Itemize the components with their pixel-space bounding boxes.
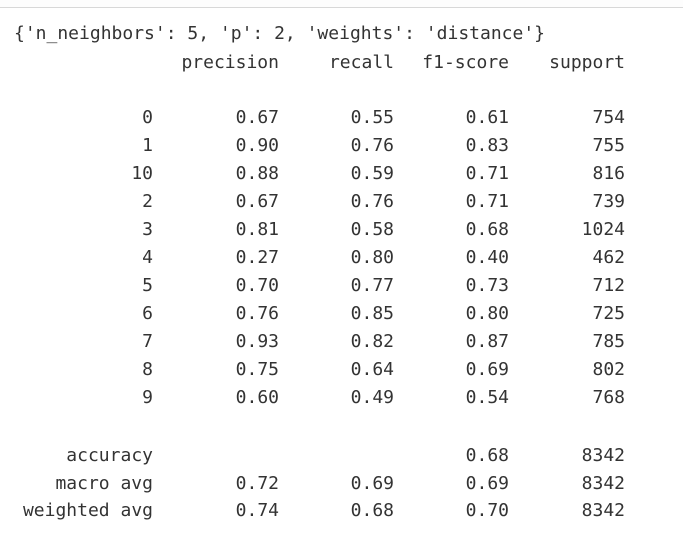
best-params-text: {'n_neighbors': 5, 'p': 2, 'weights': 'd… (14, 23, 546, 44)
recall-value: 0.59 (350, 163, 394, 184)
support-value: 755 (592, 135, 625, 156)
precision-value: 0.67 (235, 191, 279, 212)
support-value: 462 (592, 247, 625, 268)
precision-value: 0.75 (235, 359, 279, 380)
recall-value: 0.85 (350, 303, 394, 324)
header-recall: recall (328, 52, 394, 73)
support-value: 802 (592, 359, 625, 380)
recall-value: 0.76 (350, 135, 394, 156)
header-support: support (549, 52, 625, 73)
f1-score-value: 0.71 (465, 163, 509, 184)
header-precision: precision (181, 52, 279, 73)
row-label: 2 (142, 191, 153, 212)
precision-value: 0.93 (235, 331, 279, 352)
support-value: 754 (592, 107, 625, 128)
row-label: 6 (142, 303, 153, 324)
f1-score-value: 0.68 (465, 219, 509, 240)
row-label: macro avg (55, 473, 153, 494)
recall-value: 0.82 (350, 331, 394, 352)
support-value: 768 (592, 387, 625, 408)
row-label: 0 (142, 107, 153, 128)
row-label: 8 (142, 359, 153, 380)
precision-value: 0.72 (235, 473, 279, 494)
row-label: 1 (142, 135, 153, 156)
precision-value: 0.76 (235, 303, 279, 324)
f1-score-value: 0.69 (465, 473, 509, 494)
precision-value: 0.60 (235, 387, 279, 408)
precision-value: 0.27 (235, 247, 279, 268)
row-label: 5 (142, 275, 153, 296)
support-value: 785 (592, 331, 625, 352)
output-cell-top-border (0, 0, 683, 8)
row-label: accuracy (66, 445, 153, 466)
header-f1-score: f1-score (422, 52, 509, 73)
f1-score-value: 0.40 (465, 247, 509, 268)
row-label: 10 (131, 163, 153, 184)
recall-value: 0.55 (350, 107, 394, 128)
f1-score-value: 0.70 (465, 500, 509, 521)
f1-score-value: 0.83 (465, 135, 509, 156)
recall-value: 0.49 (350, 387, 394, 408)
recall-value: 0.80 (350, 247, 394, 268)
support-value: 1024 (581, 219, 625, 240)
f1-score-value: 0.71 (465, 191, 509, 212)
precision-value: 0.88 (235, 163, 279, 184)
recall-value: 0.76 (350, 191, 394, 212)
precision-value: 0.67 (235, 107, 279, 128)
f1-score-value: 0.80 (465, 303, 509, 324)
support-value: 712 (592, 275, 625, 296)
f1-score-value: 0.61 (465, 107, 509, 128)
support-value: 8342 (581, 445, 625, 466)
recall-value: 0.64 (350, 359, 394, 380)
precision-value: 0.70 (235, 275, 279, 296)
support-value: 739 (592, 191, 625, 212)
precision-value: 0.81 (235, 219, 279, 240)
row-label: 4 (142, 247, 153, 268)
precision-value: 0.74 (235, 500, 279, 521)
recall-value: 0.77 (350, 275, 394, 296)
f1-score-value: 0.69 (465, 359, 509, 380)
row-label: 9 (142, 387, 153, 408)
support-value: 8342 (581, 473, 625, 494)
f1-score-value: 0.87 (465, 331, 509, 352)
f1-score-value: 0.73 (465, 275, 509, 296)
row-label: 3 (142, 219, 153, 240)
f1-score-value: 0.54 (465, 387, 509, 408)
recall-value: 0.68 (350, 500, 394, 521)
support-value: 816 (592, 163, 625, 184)
support-value: 8342 (581, 500, 625, 521)
f1-score-value: 0.68 (465, 445, 509, 466)
row-label: 7 (142, 331, 153, 352)
recall-value: 0.69 (350, 473, 394, 494)
support-value: 725 (592, 303, 625, 324)
row-label: weighted avg (22, 500, 153, 521)
recall-value: 0.58 (350, 219, 394, 240)
precision-value: 0.90 (235, 135, 279, 156)
